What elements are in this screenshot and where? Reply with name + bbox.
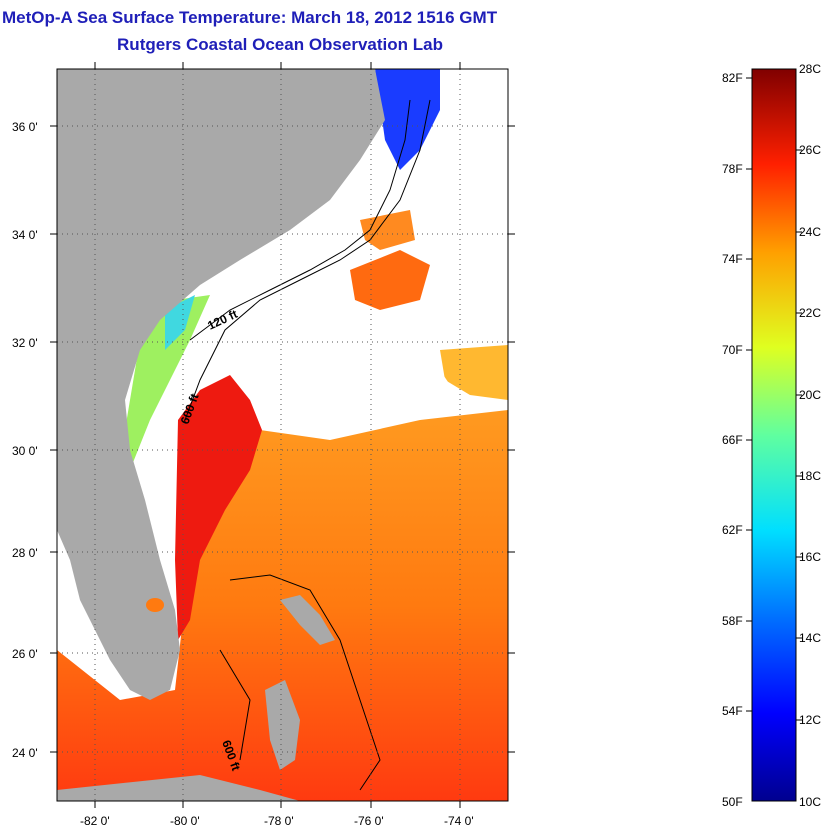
colorbar-f-label: 62F (722, 523, 743, 537)
map-grid (57, 69, 508, 801)
lon-label: -74 0' (444, 814, 474, 828)
colorbar-c-label: 20C (799, 388, 821, 402)
colorbar-c-label: 22C (799, 306, 821, 320)
colorbar (751, 68, 797, 802)
title-line-2: Rutgers Coastal Ocean Observation Lab (117, 35, 443, 54)
land-cuba (57, 775, 300, 801)
lon-label: -82 0' (80, 814, 110, 828)
colorbar-f-label: 74F (722, 252, 743, 266)
colorbar-c-label: 18C (799, 469, 821, 483)
contour-600ft (184, 99, 431, 421)
colorbar-f-label: 82F (722, 71, 743, 85)
contour-120ft (189, 99, 411, 341)
colorbar-c-label: 16C (799, 550, 821, 564)
lat-label: 24 0' (12, 746, 38, 760)
colorbar-c-label: 26C (799, 143, 821, 157)
colorbar-c-label: 14C (799, 631, 821, 645)
map-area (57, 69, 508, 801)
lon-label: -80 0' (170, 814, 200, 828)
lat-label: 28 0' (12, 546, 38, 560)
lat-label: 34 0' (12, 228, 38, 242)
lat-label: 32 0' (12, 336, 38, 350)
contour-bahamas (219, 574, 381, 791)
colorbar-f-label: 78F (722, 162, 743, 176)
colorbar-c-label: 24C (799, 225, 821, 239)
colorbar-f-label: 54F (722, 704, 743, 718)
lat-label: 36 0' (12, 120, 38, 134)
lon-label: -78 0' (264, 814, 294, 828)
land-bahamas-2 (265, 680, 300, 770)
colorbar-c-label: 12C (799, 713, 821, 727)
sst-patch-north (350, 250, 430, 310)
sst-patch-east (440, 345, 508, 400)
colorbar-f-label: 66F (722, 433, 743, 447)
land-bahamas-1 (280, 595, 335, 645)
map-border (56, 68, 509, 802)
colorbar-c-label: 28C (799, 62, 821, 76)
land-mainland (57, 69, 385, 700)
colorbar-c-label: 10C (799, 795, 821, 809)
sst-warm-region (57, 410, 508, 801)
lat-label: 30 0' (12, 444, 38, 458)
colorbar-f-label: 50F (722, 795, 743, 809)
sst-patch-north-2 (360, 210, 415, 250)
map-ticks (50, 62, 515, 808)
colorbar-f-label: 70F (722, 343, 743, 357)
lon-label: -76 0' (354, 814, 384, 828)
colorbar-ticks (746, 77, 802, 721)
lat-label: 26 0' (12, 647, 38, 661)
lake-okeechobee (146, 598, 164, 612)
colorbar-f-label: 58F (722, 614, 743, 628)
gulf-stream (175, 375, 262, 640)
title-line-1: MetOp-A Sea Surface Temperature: March 1… (2, 8, 498, 27)
